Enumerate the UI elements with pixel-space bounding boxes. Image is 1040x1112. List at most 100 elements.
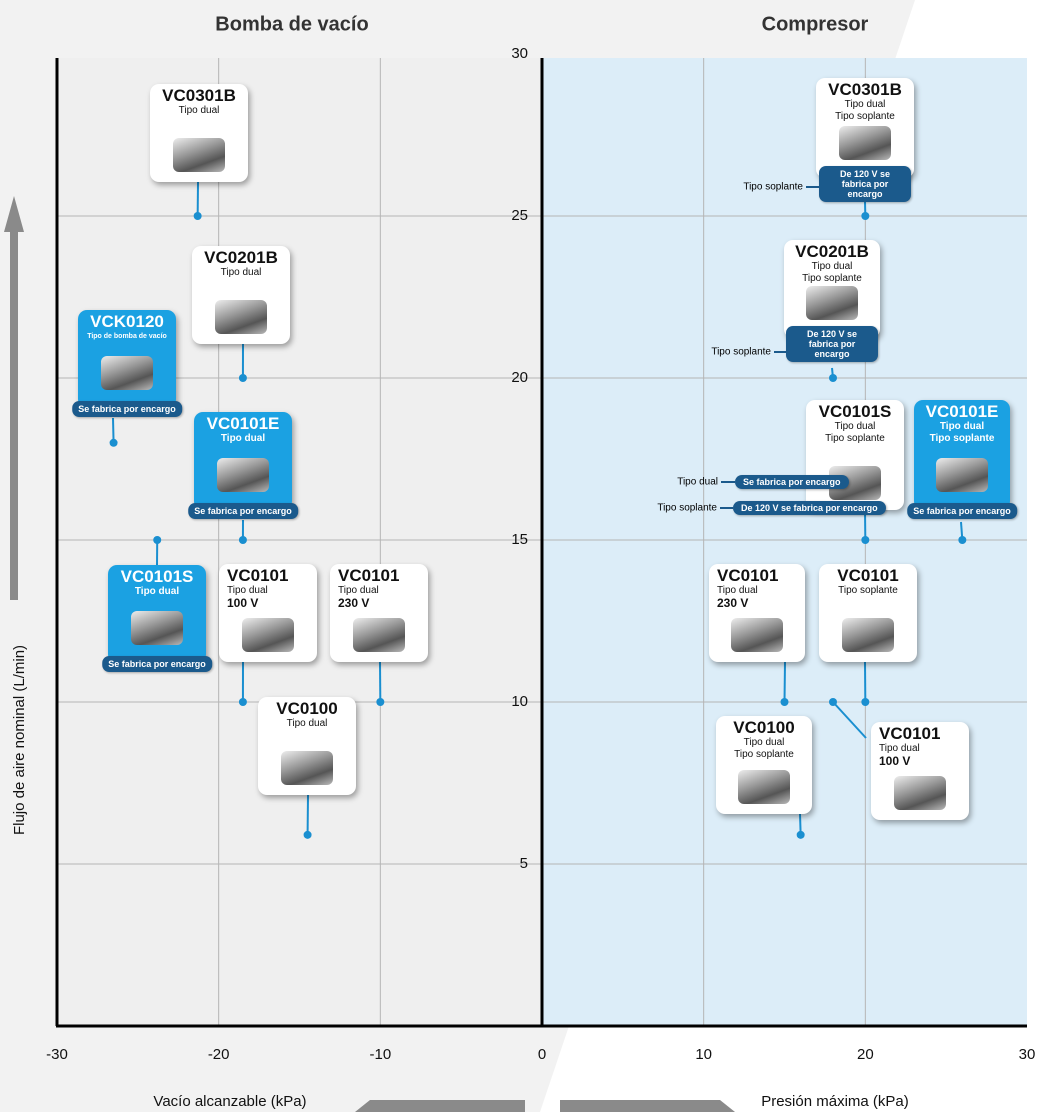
product-name: VC0100 <box>276 699 338 718</box>
product-type: Tipo dual <box>879 743 920 754</box>
y-tick-label: 20 <box>511 369 528 386</box>
product-type: Tipo dual <box>939 421 985 432</box>
data-point <box>238 374 247 382</box>
y-tick-label: 5 <box>520 855 528 872</box>
product-name: VC0101 <box>338 566 400 585</box>
y-tick-label: 15 <box>511 531 528 548</box>
product-image <box>731 618 783 652</box>
product-name: VC0201B <box>795 242 869 261</box>
product-name: VC0100 <box>733 718 795 737</box>
product-type: Tipo soplante <box>825 433 885 444</box>
connector <box>112 417 115 443</box>
product-type: Tipo soplante <box>835 111 895 122</box>
product-type: Tipo soplante <box>929 433 995 444</box>
product-type: Tipo dual <box>220 433 266 444</box>
badge: Se fabrica por encargo <box>102 656 212 672</box>
product-card: VC0101 Tipo dual 100 V <box>871 722 969 820</box>
product-image <box>842 618 894 652</box>
badge: De 120 V se fabrica por encargo <box>819 166 911 202</box>
product-type: Tipo soplante <box>838 585 898 596</box>
connector <box>783 661 786 703</box>
product-voltage: 230 V <box>717 596 749 610</box>
badge: De 120 V se fabrica por encargo <box>786 326 878 362</box>
product-type: Tipo dual <box>220 267 262 278</box>
data-point <box>958 536 967 544</box>
product-image <box>101 356 153 390</box>
product-voltage: 230 V <box>338 596 370 610</box>
product-card: VC0100 Tipo dual <box>258 697 356 795</box>
product-card: VC0101 Tipo dual 100 V <box>219 564 317 662</box>
callout-label: Tipo soplante <box>657 502 717 514</box>
product-name: VC0101 <box>837 566 899 585</box>
product-image <box>894 776 946 810</box>
badge: Se fabrica por encargo <box>188 503 298 519</box>
connector <box>832 701 867 739</box>
product-card: VC0101S Tipo dual Se fabrica por encargo <box>102 565 212 672</box>
product-type: Tipo dual <box>286 718 328 729</box>
product-type: Tipo dual <box>178 105 220 116</box>
product-name: VC0301B <box>162 86 236 105</box>
plot-right <box>542 58 1027 1026</box>
y-arrow <box>4 196 24 600</box>
product-name: VC0101S <box>120 567 194 586</box>
product-image <box>353 618 405 652</box>
callout-label: Tipo dual <box>677 476 718 488</box>
product-card: VC0301B Tipo dual <box>150 84 248 182</box>
product-type: Tipo dual <box>811 261 853 272</box>
product-image <box>281 751 333 785</box>
data-point <box>376 698 385 706</box>
title-left: Bomba de vacío <box>215 13 368 35</box>
product-type: Tipo dual <box>743 737 785 748</box>
product-name: VC0101 <box>717 566 779 585</box>
x-axis-label-left: Vacío alcanzable (kPa) <box>153 1093 306 1110</box>
badge: Se fabrica por encargo <box>907 503 1017 519</box>
data-point <box>861 536 870 544</box>
product-type: Tipo dual <box>834 421 876 432</box>
product-image <box>217 458 269 492</box>
product-name: VC0301B <box>828 80 902 99</box>
product-card: VC0101 Tipo dual 230 V <box>330 564 428 662</box>
x-tick-label: 30 <box>1019 1046 1036 1063</box>
product-type: Tipo dual <box>338 585 379 596</box>
callout-badge: De 120 V se fabrica por encargo <box>733 501 886 515</box>
x-tick-label: 0 <box>538 1046 546 1063</box>
products <box>109 181 967 839</box>
product-card: VC0101 Tipo soplante <box>819 564 917 662</box>
y-tick-label: 30 <box>511 45 528 62</box>
product-card: VC0101E Tipo dual Se fabrica por encargo <box>188 412 298 519</box>
product-card: VC0201B Tipo dual <box>192 246 290 344</box>
callout-label: Tipo soplante <box>711 346 771 358</box>
data-point <box>303 830 312 839</box>
product-voltage: 100 V <box>879 754 911 768</box>
data-point <box>193 212 202 220</box>
data-point <box>861 698 870 706</box>
product-image <box>131 611 183 645</box>
data-point <box>829 698 837 706</box>
product-card: VC0101 Tipo dual 230 V <box>709 564 805 662</box>
data-point <box>153 536 162 544</box>
product-card: VC0101E Tipo dual Tipo soplante Se fabrica … <box>907 400 1017 519</box>
badge: Se fabrica por encargo <box>72 401 182 417</box>
x-tick-label: -30 <box>46 1046 68 1063</box>
x-tick-label: -10 <box>369 1046 391 1063</box>
product-type: Tipo soplante <box>734 749 794 760</box>
product-card: VC0101S Tipo dual Tipo soplante <box>806 400 904 510</box>
callout-label: Tipo soplante <box>743 181 803 193</box>
product-image <box>738 770 790 804</box>
product-card: VC0201B Tipo dual Tipo soplante De 120 V se… <box>784 240 880 362</box>
x-arrow-right <box>560 1100 735 1112</box>
product-image <box>936 458 988 492</box>
product-name: VC0101 <box>227 566 289 585</box>
x-tick-label: 20 <box>857 1046 874 1063</box>
product-image <box>839 126 891 160</box>
x-tick-label: -20 <box>208 1046 230 1063</box>
product-name: VC0101E <box>925 402 999 421</box>
product-type: Tipo dual <box>844 99 886 110</box>
product-card: VC0301B Tipo dual Tipo soplante De 120 V se… <box>816 78 914 202</box>
product-name: VC0101S <box>818 402 892 421</box>
data-point <box>238 698 247 706</box>
data-point <box>109 438 118 447</box>
product-type: Tipo dual <box>134 586 180 597</box>
title-right: Compresor <box>762 13 869 35</box>
